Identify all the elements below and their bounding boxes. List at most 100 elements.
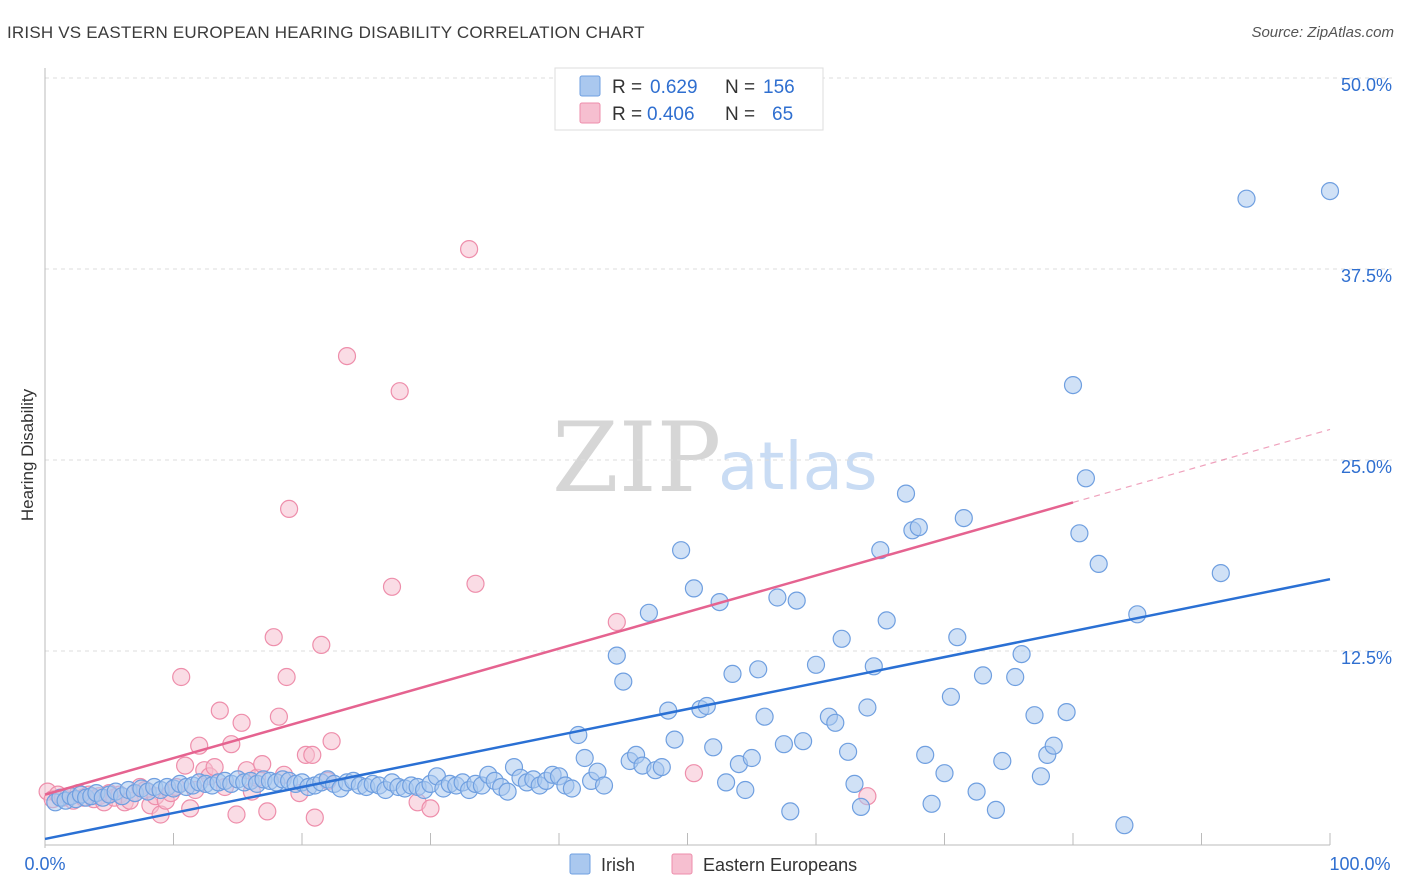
series-eastern-europeans [38,240,877,827]
point-irish [948,628,967,647]
point-irish [787,591,806,610]
point-irish [562,779,582,798]
legend-n-value-irish: 156 [763,77,795,98]
point-irish [575,748,594,768]
bottom-legend-label-ee: Eastern Europeans [703,855,857,875]
x-tick-label-min: 0.0% [24,854,65,874]
point-irish [723,664,742,684]
point-eastern-european [466,574,485,593]
point-eastern-european [264,628,283,647]
y-tick-labels: 12.5% 25.0% 37.5% 50.0% [1341,75,1392,668]
bottom-legend-swatch-irish [569,853,591,875]
point-irish [742,748,761,768]
x-ticks [44,833,1331,845]
point-irish [826,713,845,732]
x-tick-label-max: 100.0% [1329,854,1390,874]
point-irish [793,732,813,751]
point-irish [845,774,864,794]
point-eastern-european [312,635,331,655]
bottom-legend-label-irish: Irish [601,855,635,875]
point-irish [1057,702,1076,722]
point-irish [1012,644,1031,664]
point-irish [993,751,1012,771]
point-irish [1025,706,1044,725]
point-eastern-european [277,667,296,687]
point-eastern-european [176,756,195,775]
point-irish [858,698,877,717]
point-eastern-european [421,799,440,818]
point-irish [704,738,723,757]
point-irish [967,782,986,801]
point-eastern-european [684,764,704,783]
series-legend: Irish Eastern Europeans [569,853,857,875]
point-eastern-european [303,745,322,765]
watermark-zip: ZIP [552,402,721,514]
point-irish [851,797,871,817]
point-irish [755,707,774,726]
point-irish [607,646,626,665]
point-eastern-european [258,802,277,821]
point-eastern-european [305,808,324,827]
point-irish [954,508,973,528]
point-irish [896,484,916,503]
point-irish [973,666,993,685]
point-irish [922,794,941,813]
point-eastern-european [280,499,299,518]
source-credit: Source: ZipAtlas.com [1251,24,1394,41]
point-irish [909,518,928,537]
point-eastern-european [390,382,409,401]
point-irish [1044,736,1063,755]
trend-line-eastern-europeans [44,501,1074,796]
point-irish [671,541,691,560]
gridlines [45,77,1392,652]
legend-n-value-ee: 65 [772,104,793,125]
point-eastern-european [322,732,341,751]
legend-r-label-ee: R = [612,104,642,125]
trend-line-eastern-europeans-extension [1072,428,1331,504]
point-irish [832,629,851,648]
stats-legend: R = 0.629 N = 156 R = 0.406 N = 65 [554,67,824,131]
point-irish [1089,554,1108,574]
bottom-legend-swatch-ee [671,853,693,875]
point-irish [1031,767,1051,786]
legend-n-label-irish: N = [725,77,755,98]
point-irish [594,776,614,795]
point-irish [1063,376,1083,395]
point-irish [498,782,517,801]
watermark-atlas: atlas [718,428,878,505]
legend-r-label-irish: R = [612,77,642,98]
point-irish [774,735,794,754]
point-irish [684,579,704,598]
trend-lines [44,428,1331,841]
legend-swatch-ee [579,102,601,124]
chart-title: IRISH VS EASTERN EUROPEAN HEARING DISABI… [7,23,645,42]
point-irish [916,745,935,765]
point-eastern-european [172,667,191,687]
point-irish [749,660,768,679]
point-irish [986,800,1006,820]
y-tick-label: 12.5% [1341,648,1392,668]
point-irish [935,764,954,783]
point-irish [614,672,633,691]
point-irish [1237,189,1256,208]
point-eastern-european [227,805,246,824]
series-irish [46,182,1340,835]
point-irish [1006,667,1025,687]
point-irish [768,588,787,607]
point-eastern-european [232,713,251,732]
point-eastern-european [382,577,402,596]
point-irish [941,687,961,706]
point-irish [806,655,826,674]
y-axis-title: Hearing Disability [18,388,37,521]
point-eastern-european [460,240,479,259]
point-irish [781,802,800,821]
point-irish [1211,563,1230,583]
point-irish [736,780,755,800]
legend-n-label-ee: N = [725,104,755,125]
point-eastern-european [269,707,288,726]
trend-line-irish [44,577,1331,841]
y-tick-label: 50.0% [1341,75,1392,95]
point-irish [1076,469,1096,488]
point-irish [877,611,896,630]
